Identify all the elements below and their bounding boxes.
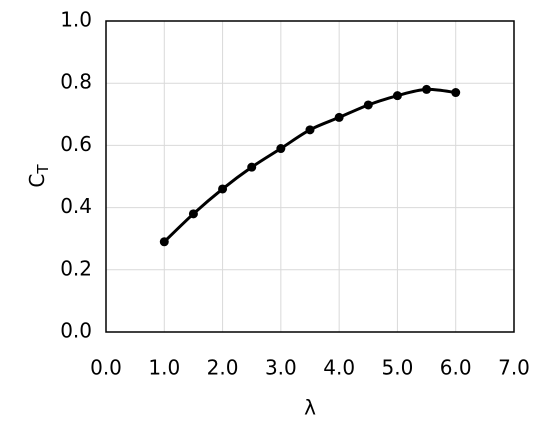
x-axis-label: λ [304,396,316,420]
x-tick-label: 6.0 [440,356,472,380]
x-tick-label: 1.0 [148,356,180,380]
data-point [247,162,257,172]
x-tick-label: 4.0 [323,356,355,380]
y-tick-label: 1.0 [60,8,92,32]
y-tick-label: 0.6 [60,132,92,156]
data-point [159,237,169,247]
y-tick-label: 0.2 [60,256,92,280]
x-tick-label: 5.0 [382,356,414,380]
data-point [334,112,344,122]
series-line [163,87,456,243]
data-point [392,91,402,101]
x-tick-label: 3.0 [265,356,297,380]
y-tick-label: 0.8 [60,70,92,94]
data-point [218,184,228,194]
data-point [363,100,373,110]
y-axis-label: CT [25,164,52,188]
y-tick-label: 0.4 [60,194,92,218]
data-point [305,125,315,135]
data-point [276,144,286,154]
y-axis-label-main: C [25,174,49,188]
plot-border [105,20,515,333]
x-tick-label: 0.0 [90,356,122,380]
data-point [188,209,198,219]
x-tick-label: 7.0 [498,356,530,380]
data-point [451,88,461,98]
y-axis-label-subscript: T [34,164,52,175]
y-tick-label: 0.0 [60,319,92,343]
data-point [422,84,432,94]
x-tick-label: 2.0 [207,356,239,380]
